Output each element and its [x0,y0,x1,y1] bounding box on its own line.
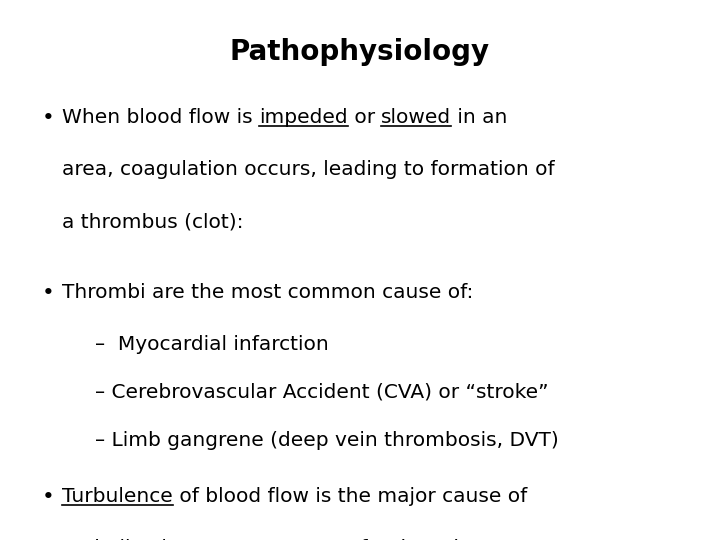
Text: in an: in an [451,108,508,127]
Text: •: • [42,108,55,128]
Text: Turbulence: Turbulence [62,487,173,506]
Text: •: • [42,283,55,303]
Text: slowed: slowed [381,108,451,127]
Text: of blood flow is the major cause of: of blood flow is the major cause of [173,487,527,506]
Text: – Cerebrovascular Accident (CVA) or “stroke”: – Cerebrovascular Accident (CVA) or “str… [95,383,549,402]
Text: –  Myocardial infarction: – Myocardial infarction [95,335,329,354]
Text: or: or [348,108,381,127]
Text: – Limb gangrene (deep vein thrombosis, DVT): – Limb gangrene (deep vein thrombosis, D… [95,431,559,450]
Text: Thrombi are the most common cause of:: Thrombi are the most common cause of: [62,283,473,302]
Text: embolization, or movement of a thrombus.: embolization, or movement of a thrombus. [62,539,496,540]
Text: •: • [42,487,55,507]
Text: a thrombus (clot):: a thrombus (clot): [62,212,243,231]
Text: Pathophysiology: Pathophysiology [230,38,490,66]
Text: area, coagulation occurs, leading to formation of: area, coagulation occurs, leading to for… [62,160,554,179]
Text: impeded: impeded [259,108,348,127]
Text: When blood flow is: When blood flow is [62,108,259,127]
